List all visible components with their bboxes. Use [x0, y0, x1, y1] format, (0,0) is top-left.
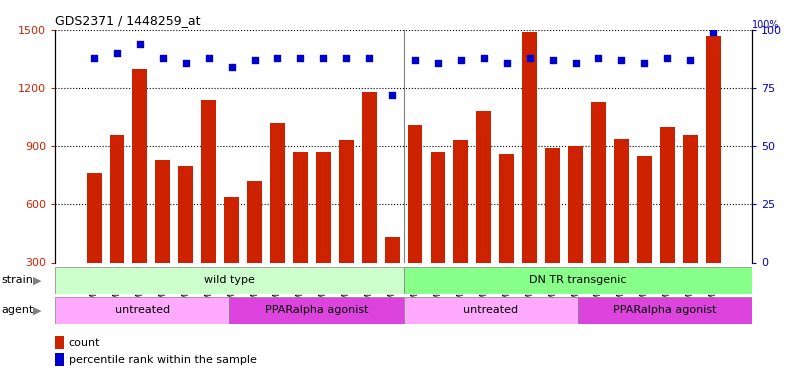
Point	[225, 64, 238, 70]
Bar	[316, 152, 331, 262]
Text: ▶: ▶	[33, 275, 42, 285]
Bar	[568, 146, 583, 262]
Point	[386, 92, 399, 98]
Point	[88, 55, 100, 61]
Text: untreated: untreated	[115, 305, 170, 315]
Point	[592, 55, 605, 61]
Bar	[229, 297, 404, 324]
Bar	[614, 138, 629, 262]
Point	[179, 60, 192, 66]
Point	[317, 55, 330, 61]
Text: untreated: untreated	[463, 305, 518, 315]
Bar	[247, 181, 262, 262]
Point	[615, 57, 628, 63]
Bar	[578, 297, 752, 324]
Point	[501, 60, 513, 66]
Bar	[476, 111, 491, 262]
Bar	[384, 237, 400, 262]
Point	[408, 57, 421, 63]
Bar	[522, 32, 537, 262]
Text: agent: agent	[2, 305, 34, 315]
Bar	[660, 127, 675, 262]
Text: PPARalpha agonist: PPARalpha agonist	[613, 305, 717, 315]
Bar	[545, 148, 560, 262]
Point	[248, 57, 261, 63]
Text: GDS2371 / 1448259_at: GDS2371 / 1448259_at	[55, 15, 201, 27]
Point	[134, 41, 146, 47]
Bar	[339, 141, 353, 262]
Point	[661, 55, 673, 61]
Point	[569, 60, 582, 66]
Text: DN TR transgenic: DN TR transgenic	[529, 275, 626, 285]
Bar	[499, 154, 514, 262]
Point	[111, 50, 123, 56]
Bar	[361, 92, 377, 262]
Point	[202, 55, 215, 61]
Point	[431, 60, 444, 66]
Bar	[404, 267, 752, 294]
Bar	[55, 336, 64, 349]
Text: PPARalpha agonist: PPARalpha agonist	[264, 305, 369, 315]
Bar	[132, 69, 147, 262]
Bar	[293, 152, 308, 262]
Bar	[270, 123, 285, 262]
Text: count: count	[69, 338, 100, 348]
Bar	[431, 152, 446, 262]
Text: ▶: ▶	[33, 305, 42, 315]
Bar	[224, 196, 239, 262]
Point	[478, 55, 490, 61]
Text: 100%: 100%	[752, 20, 780, 30]
Bar	[155, 160, 170, 262]
Bar	[178, 166, 193, 262]
Point	[294, 55, 306, 61]
Bar	[591, 102, 606, 262]
Point	[157, 55, 170, 61]
Bar	[404, 297, 578, 324]
Point	[684, 57, 696, 63]
Point	[638, 60, 650, 66]
Bar	[55, 267, 404, 294]
Point	[363, 55, 376, 61]
Text: wild type: wild type	[204, 275, 255, 285]
Point	[523, 55, 536, 61]
Point	[707, 29, 720, 35]
Point	[271, 55, 284, 61]
Bar	[408, 125, 423, 262]
Bar	[110, 135, 124, 262]
Bar	[87, 173, 102, 262]
Bar	[55, 297, 229, 324]
Point	[455, 57, 467, 63]
Bar	[705, 36, 720, 262]
Text: percentile rank within the sample: percentile rank within the sample	[69, 355, 257, 365]
Bar	[637, 156, 652, 262]
Text: strain: strain	[2, 275, 33, 285]
Bar	[683, 135, 697, 262]
Point	[340, 55, 353, 61]
Bar	[454, 141, 468, 262]
Point	[546, 57, 559, 63]
Bar	[55, 353, 64, 366]
Bar	[201, 100, 217, 262]
